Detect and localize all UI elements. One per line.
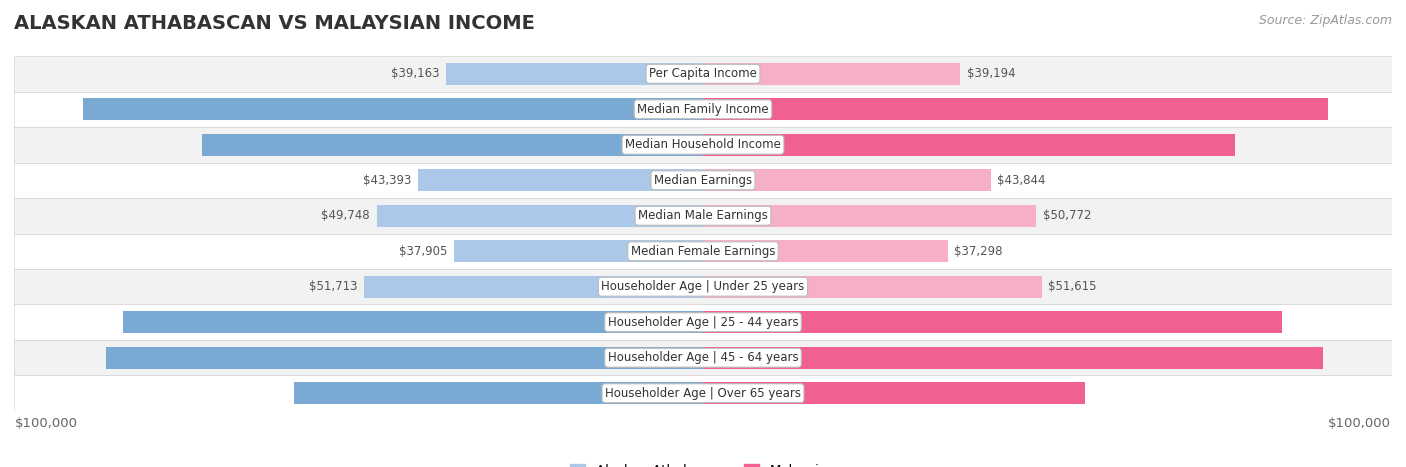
Text: Median Household Income: Median Household Income xyxy=(626,138,780,151)
Text: $51,713: $51,713 xyxy=(309,280,357,293)
Text: $37,905: $37,905 xyxy=(399,245,447,258)
Bar xyxy=(703,169,991,191)
Text: ALASKAN ATHABASCAN VS MALAYSIAN INCOME: ALASKAN ATHABASCAN VS MALAYSIAN INCOME xyxy=(14,14,534,33)
Text: $76,383: $76,383 xyxy=(648,138,696,151)
Bar xyxy=(703,382,1085,404)
Text: Householder Age | Over 65 years: Householder Age | Over 65 years xyxy=(605,387,801,400)
Bar xyxy=(14,375,1392,411)
Bar xyxy=(83,98,703,120)
Text: Median Male Earnings: Median Male Earnings xyxy=(638,209,768,222)
Text: $94,429: $94,429 xyxy=(648,103,696,116)
Bar xyxy=(14,304,1392,340)
Text: $62,330: $62,330 xyxy=(648,387,696,400)
Bar xyxy=(703,276,1042,298)
Text: $51,615: $51,615 xyxy=(1049,280,1097,293)
Bar xyxy=(14,163,1392,198)
Bar xyxy=(122,311,703,333)
Bar xyxy=(703,205,1036,227)
Bar xyxy=(14,127,1392,163)
Text: Median Female Earnings: Median Female Earnings xyxy=(631,245,775,258)
Bar xyxy=(703,240,948,262)
Text: $39,163: $39,163 xyxy=(391,67,440,80)
Text: $37,298: $37,298 xyxy=(955,245,1002,258)
Bar xyxy=(107,347,703,369)
Text: Median Family Income: Median Family Income xyxy=(637,103,769,116)
Text: $95,230: $95,230 xyxy=(710,103,758,116)
Text: Per Capita Income: Per Capita Income xyxy=(650,67,756,80)
Bar xyxy=(14,198,1392,234)
Text: $81,064: $81,064 xyxy=(710,138,758,151)
Bar xyxy=(703,311,1282,333)
Bar xyxy=(703,63,960,85)
Text: $88,291: $88,291 xyxy=(710,316,758,329)
Text: $39,194: $39,194 xyxy=(967,67,1015,80)
Bar xyxy=(14,92,1392,127)
Text: $58,244: $58,244 xyxy=(710,387,758,400)
Text: $50,772: $50,772 xyxy=(1043,209,1091,222)
Bar xyxy=(446,63,703,85)
Bar xyxy=(703,134,1234,156)
Bar xyxy=(14,56,1392,92)
Text: $43,844: $43,844 xyxy=(997,174,1046,187)
Text: Householder Age | Under 25 years: Householder Age | Under 25 years xyxy=(602,280,804,293)
Bar xyxy=(703,98,1327,120)
Text: Householder Age | 25 - 44 years: Householder Age | 25 - 44 years xyxy=(607,316,799,329)
Bar xyxy=(14,269,1392,304)
Bar xyxy=(14,234,1392,269)
Text: $90,951: $90,951 xyxy=(648,351,696,364)
Text: Median Earnings: Median Earnings xyxy=(654,174,752,187)
Bar xyxy=(294,382,703,404)
Bar xyxy=(364,276,703,298)
Bar xyxy=(703,347,1323,369)
Text: Source: ZipAtlas.com: Source: ZipAtlas.com xyxy=(1258,14,1392,27)
Text: Householder Age | 45 - 64 years: Householder Age | 45 - 64 years xyxy=(607,351,799,364)
Bar xyxy=(454,240,703,262)
Text: $94,517: $94,517 xyxy=(710,351,758,364)
Legend: Alaskan Athabascan, Malaysian: Alaskan Athabascan, Malaysian xyxy=(564,459,842,467)
Text: $88,446: $88,446 xyxy=(648,316,696,329)
Bar xyxy=(418,169,703,191)
Bar xyxy=(14,340,1392,375)
Text: $49,748: $49,748 xyxy=(322,209,370,222)
Bar xyxy=(377,205,703,227)
Text: $43,393: $43,393 xyxy=(363,174,412,187)
Bar xyxy=(202,134,703,156)
